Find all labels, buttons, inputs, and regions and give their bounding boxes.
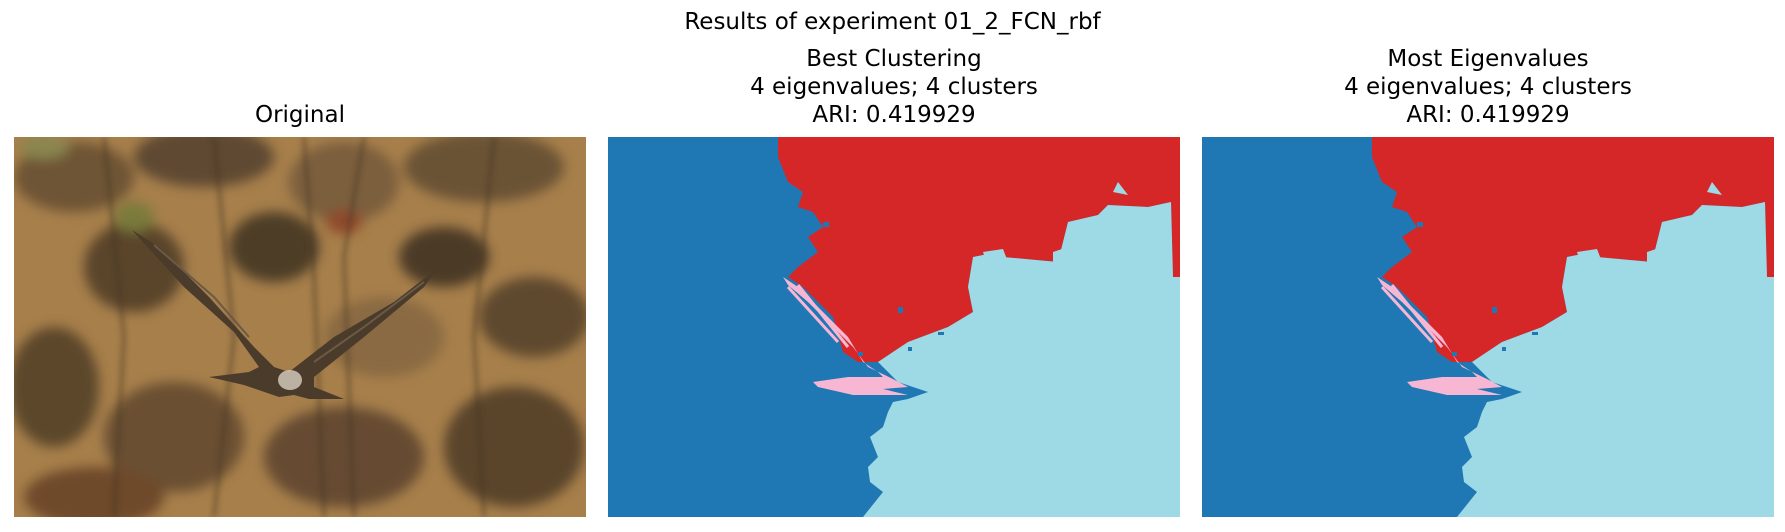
panel-title-line: Most Eigenvalues [1387,46,1589,72]
cluster-2-region [1372,137,1774,362]
panel-title-line: 4 eigenvalues; 4 clusters [1344,74,1632,100]
cluster-1-specks [823,222,944,356]
panel-title-line: ARI: 0.419929 [1406,102,1570,128]
panel-title-original: Original [14,101,586,129]
cluster-3-islands [1577,182,1722,267]
panel-title-most-eigenvalues: Most Eigenvalues 4 eigenvalues; 4 cluste… [1202,45,1774,129]
figure-suptitle: Results of experiment 01_2_FCN_rbf [684,9,1101,35]
cluster-3-region [863,202,1180,517]
panel-title-line: 4 eigenvalues; 4 clusters [750,74,1038,100]
cluster-3-region [1457,202,1774,517]
photo-branches [102,137,496,517]
panel-title-line: Best Clustering [806,46,982,72]
panel-title-line: ARI: 0.419929 [812,102,976,128]
panel-title-best-clustering: Best Clustering 4 eigenvalues; 4 cluster… [608,45,1180,129]
cluster-2-region [778,137,1180,362]
panel-title-line: Original [254,102,345,128]
cluster-3-islands [983,182,1128,267]
original-image [14,137,586,517]
cluster-1-specks [1417,222,1538,356]
hawk-shape [132,230,439,399]
most-eigenvalues-image [1202,137,1774,517]
best-clustering-image [608,137,1180,517]
